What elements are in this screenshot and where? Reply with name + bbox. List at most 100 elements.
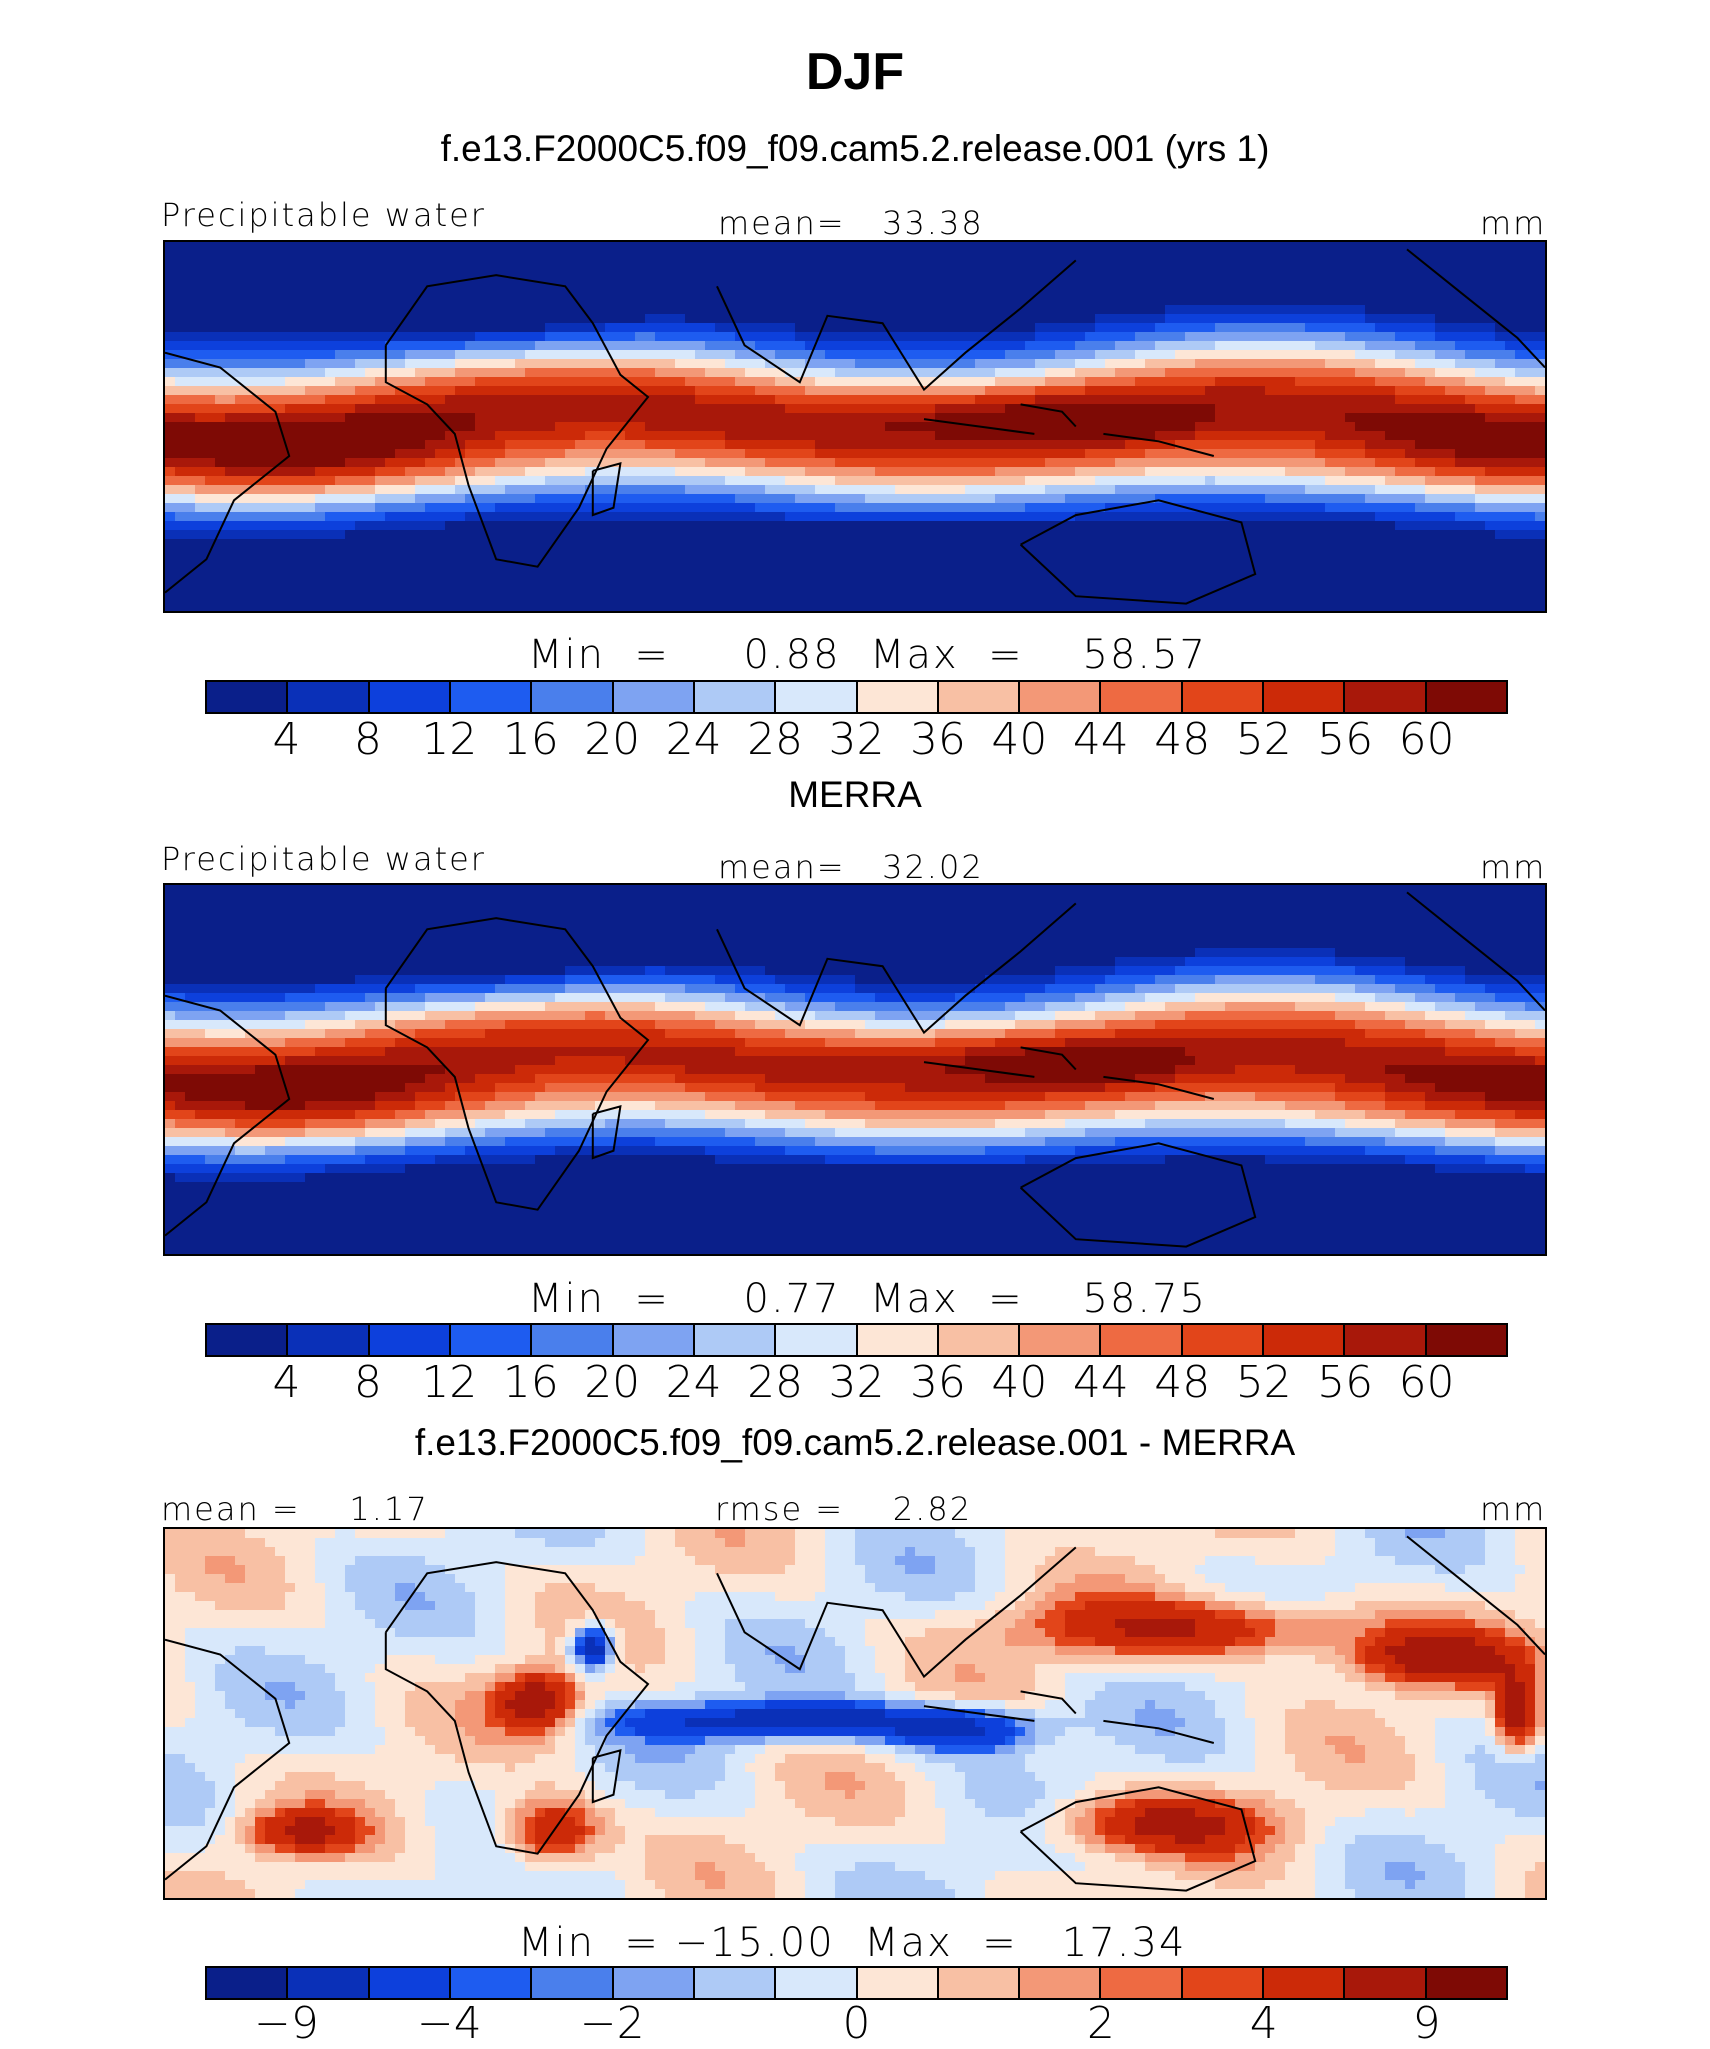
heatmap-cell	[1385, 539, 1396, 549]
heatmap-cell	[895, 521, 906, 531]
heatmap-cell	[765, 296, 776, 306]
heatmap-cell	[935, 548, 946, 558]
heatmap-cell	[1115, 377, 1126, 387]
heatmap-cell	[745, 503, 756, 513]
heatmap-cell	[595, 242, 606, 252]
heatmap-cell	[475, 395, 486, 405]
heatmap-cell	[1315, 422, 1326, 432]
heatmap-cell	[1315, 260, 1326, 270]
heatmap-cell	[945, 323, 956, 333]
heatmap-cell	[1295, 539, 1306, 549]
heatmap-cell	[215, 557, 226, 567]
heatmap-cell	[535, 377, 546, 387]
heatmap-cell	[315, 323, 326, 333]
heatmap-cell	[985, 350, 996, 360]
heatmap-cell	[1205, 359, 1216, 369]
heatmap-cell	[445, 413, 456, 423]
heatmap-cell	[1115, 242, 1126, 252]
heatmap-cell	[1385, 530, 1396, 540]
heatmap-cell	[1035, 323, 1046, 333]
heatmap-cell	[1155, 251, 1166, 261]
heatmap-cell	[275, 305, 286, 315]
heatmap-cell	[895, 404, 906, 414]
heatmap-cell	[1275, 278, 1286, 288]
heatmap-cell	[1285, 548, 1296, 558]
heatmap-cell	[655, 521, 666, 531]
heatmap-cell	[795, 242, 806, 252]
heatmap-cell	[345, 323, 356, 333]
heatmap-cell	[475, 530, 486, 540]
heatmap-cell	[1255, 521, 1266, 531]
heatmap-cell	[655, 467, 666, 477]
heatmap-cell	[955, 539, 966, 549]
heatmap-cell	[1505, 287, 1516, 297]
heatmap-cell	[875, 467, 886, 477]
heatmap-cell	[195, 323, 206, 333]
heatmap-cell	[605, 530, 616, 540]
heatmap-cell	[1005, 503, 1016, 513]
heatmap-cell	[595, 530, 606, 540]
heatmap-cell	[1105, 368, 1116, 378]
heatmap-cell	[1505, 422, 1516, 432]
heatmap-cell	[815, 521, 826, 531]
heatmap-cell	[1395, 485, 1406, 495]
heatmap-cell	[225, 557, 236, 567]
heatmap-cell	[1175, 386, 1186, 396]
heatmap-cell	[1045, 251, 1056, 261]
heatmap-cell	[705, 251, 716, 261]
heatmap-cell	[455, 305, 466, 315]
heatmap-cell	[255, 440, 266, 450]
heatmap-cell	[1275, 377, 1286, 387]
heatmap-cell	[675, 503, 686, 513]
heatmap-cell	[815, 269, 826, 279]
heatmap-cell	[185, 296, 196, 306]
heatmap-cell	[335, 458, 346, 468]
heatmap-cell	[1165, 332, 1176, 342]
heatmap-cell	[1415, 242, 1426, 252]
heatmap-cell	[1125, 386, 1136, 396]
heatmap-cell	[1055, 449, 1066, 459]
heatmap-cell	[515, 557, 526, 567]
heatmap-cell	[355, 548, 366, 558]
heatmap-cell	[765, 449, 776, 459]
heatmap-cell	[355, 251, 366, 261]
heatmap-cell	[985, 422, 996, 432]
heatmap-cell	[1185, 278, 1196, 288]
heatmap-cell	[1275, 386, 1286, 396]
heatmap-cell	[465, 242, 476, 252]
heatmap-cell	[1265, 458, 1276, 468]
heatmap-cell	[1385, 395, 1396, 405]
heatmap-cell	[965, 404, 976, 414]
heatmap-cell	[1435, 350, 1446, 360]
heatmap-cell	[445, 395, 456, 405]
heatmap-cell	[345, 422, 356, 432]
heatmap-cell	[1135, 503, 1146, 513]
heatmap-cell	[285, 467, 296, 477]
heatmap-cell	[375, 251, 386, 261]
heatmap-cell	[1195, 458, 1206, 468]
panel-1-units-label: mm	[1480, 204, 1547, 242]
heatmap-cell	[365, 251, 376, 261]
heatmap-cell	[1185, 485, 1196, 495]
heatmap-cell	[205, 503, 216, 513]
heatmap-cell	[1245, 296, 1256, 306]
heatmap-cell	[925, 413, 936, 423]
heatmap-cell	[545, 530, 556, 540]
heatmap-cell	[1495, 242, 1506, 252]
heatmap-cell	[355, 521, 366, 531]
heatmap-cell	[295, 251, 306, 261]
heatmap-cell	[535, 287, 546, 297]
heatmap-cell	[1515, 557, 1526, 567]
heatmap-cell	[1175, 377, 1186, 387]
heatmap-cell	[915, 395, 926, 405]
heatmap-cell	[1075, 440, 1086, 450]
heatmap-cell	[285, 314, 296, 324]
heatmap-cell	[405, 341, 416, 351]
heatmap-cell	[165, 251, 176, 261]
heatmap-cell	[1065, 341, 1076, 351]
heatmap-cell	[205, 377, 216, 387]
heatmap-cell	[395, 503, 406, 513]
heatmap-cell	[555, 503, 566, 513]
heatmap-cell	[1205, 278, 1216, 288]
heatmap-cell	[1525, 440, 1536, 450]
